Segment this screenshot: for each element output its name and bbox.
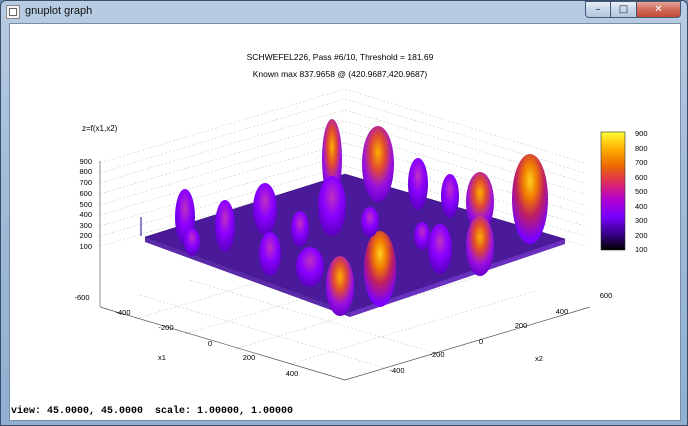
surface-front-left — [145, 237, 350, 317]
x1-tick: 400 — [286, 369, 299, 378]
title-bar[interactable]: gnuplot graph – □ ✕ — [1, 1, 687, 23]
peak — [361, 207, 379, 237]
colorbar-tick: 700 — [635, 158, 648, 167]
colorbar-tick: 600 — [635, 173, 648, 182]
colorbar-gradient — [600, 131, 626, 251]
peak — [512, 154, 548, 244]
colorbar-tick: 900 — [635, 129, 648, 138]
colorbar: 900 800 700 600 500 400 300 200 100 — [600, 129, 648, 254]
surface-plot[interactable]: SCHWEFEL226, Pass #6/10, Threshold = 181… — [10, 24, 680, 420]
peak — [296, 247, 324, 287]
z-tick: 200 — [79, 231, 92, 240]
colorbar-tick: 200 — [635, 231, 648, 240]
maximize-icon: □ — [618, 4, 629, 15]
x1-axis-label: x1 — [158, 353, 166, 362]
peak — [414, 222, 430, 250]
z-tick: 700 — [79, 178, 92, 187]
minimize-button[interactable]: – — [585, 1, 611, 18]
x2-tick: 400 — [556, 307, 569, 316]
z-tick: 400 — [79, 210, 92, 219]
maximize-button[interactable]: □ — [611, 1, 637, 18]
colorbar-tick: 400 — [635, 202, 648, 211]
peak — [466, 216, 494, 276]
close-icon: ✕ — [654, 4, 663, 15]
x2-axis: -400 -200 0 200 400 600 x2 — [389, 291, 612, 375]
colorbar-tick: 300 — [635, 216, 648, 225]
minimize-icon: – — [595, 4, 601, 15]
status-bar: view: 45.0000, 45.0000 scale: 1.00000, 1… — [11, 406, 294, 417]
peak — [326, 256, 354, 316]
window-title: gnuplot graph — [25, 5, 93, 17]
colorbar-tick: 100 — [635, 245, 648, 254]
x2-tick: 600 — [600, 291, 613, 300]
peak — [291, 211, 309, 247]
peak — [408, 158, 428, 210]
window-controls: – □ ✕ — [585, 1, 681, 19]
z-axis-label: z=f(x1,x2) — [82, 124, 118, 133]
x2-tick: 0 — [479, 337, 483, 346]
x1-tick: -200 — [158, 323, 173, 332]
plot-title: SCHWEFEL226, Pass #6/10, Threshold = 181… — [247, 52, 434, 62]
front-axes — [99, 306, 591, 381]
peak — [184, 228, 200, 256]
z-tick: 100 — [79, 242, 92, 251]
peak — [215, 200, 235, 252]
z-tick: 800 — [79, 167, 92, 176]
colorbar-tick: 800 — [635, 144, 648, 153]
peak — [441, 174, 459, 218]
x2-tick: -400 — [389, 366, 404, 375]
plot-area[interactable]: SCHWEFEL226, Pass #6/10, Threshold = 181… — [9, 23, 681, 421]
z-tick: 300 — [79, 221, 92, 230]
surface-peaks — [175, 119, 548, 316]
z-tick: 600 — [79, 189, 92, 198]
peak — [428, 224, 452, 274]
x2-axis-label: x2 — [535, 354, 543, 363]
x2-tick: 200 — [515, 321, 528, 330]
gnuplot-app-icon[interactable] — [6, 5, 20, 19]
x2-tick: -200 — [429, 350, 444, 359]
z-tick: 500 — [79, 200, 92, 209]
close-button[interactable]: ✕ — [637, 1, 681, 18]
surface-front-right — [350, 239, 565, 317]
peak — [364, 231, 396, 307]
peak — [362, 126, 394, 202]
z-tick: 900 — [79, 157, 92, 166]
colorbar-tick: 500 — [635, 187, 648, 196]
peak — [466, 172, 494, 232]
peak — [253, 183, 277, 235]
x1-tick: -600 — [74, 293, 89, 302]
z-axis: 900 800 700 600 500 400 300 200 100 — [79, 157, 101, 307]
peak — [259, 232, 281, 276]
colorbar-ticks: 900 800 700 600 500 400 300 200 100 — [635, 129, 648, 254]
peak — [318, 176, 346, 236]
x1-tick: -400 — [115, 308, 130, 317]
x1-axis: -600 -400 -200 0 200 400 x1 — [74, 293, 298, 378]
x1-tick: 200 — [243, 353, 256, 362]
x1-tick: 0 — [208, 339, 212, 348]
plot-subtitle: Known max 837.9658 @ (420.9687,420.9687) — [253, 69, 428, 79]
